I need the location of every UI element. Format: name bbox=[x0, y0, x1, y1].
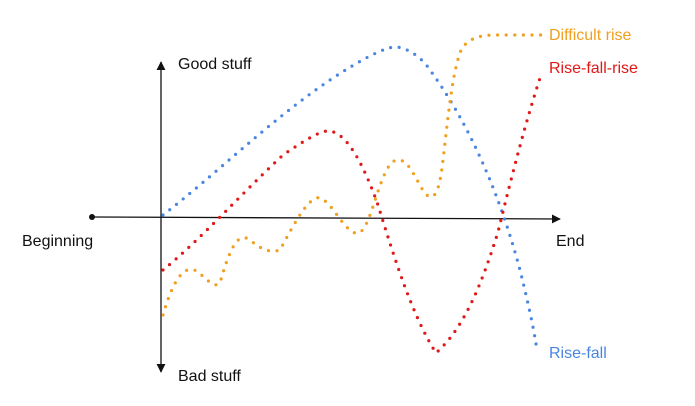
legend-label-rise-fall-rise: Rise-fall-rise bbox=[549, 60, 638, 77]
timeline-start-dot bbox=[89, 214, 95, 220]
axis-label-beginning: Beginning bbox=[22, 233, 93, 250]
curve-rise-fall bbox=[161, 45, 539, 354]
curve-rise-fall-rise bbox=[161, 70, 544, 356]
horizontal-axis bbox=[91, 214, 561, 224]
axis-label-bad-stuff: Bad stuff bbox=[178, 368, 241, 385]
axis-label-end: End bbox=[556, 233, 584, 250]
curve-difficult-rise bbox=[161, 33, 545, 317]
legend-label-rise-fall: Rise-fall bbox=[549, 345, 607, 362]
axis-label-good-stuff: Good stuff bbox=[178, 56, 252, 73]
legend-label-difficult-rise: Difficult rise bbox=[549, 27, 631, 44]
